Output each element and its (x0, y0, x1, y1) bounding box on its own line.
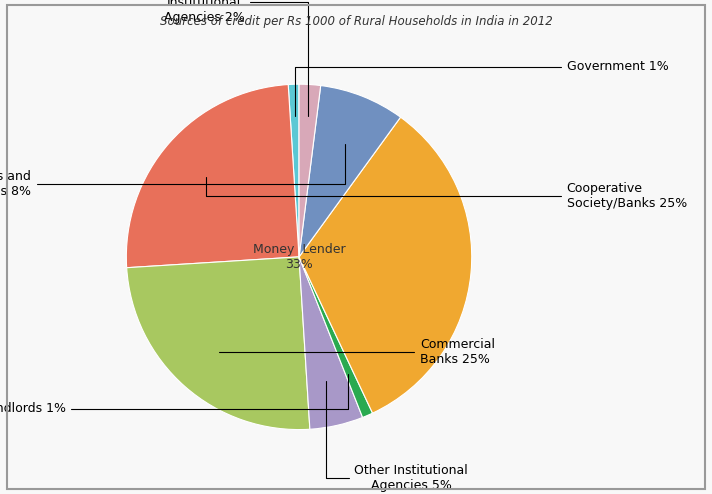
Wedge shape (299, 117, 472, 413)
Text: Other Institutional
Agencies 5%: Other Institutional Agencies 5% (326, 381, 468, 492)
Text: Cooperative
Society/Banks 25%: Cooperative Society/Banks 25% (206, 177, 687, 210)
Wedge shape (288, 84, 299, 257)
Wedge shape (299, 85, 401, 257)
Text: Sources of credit per Rs 1000 of Rural Households in India in 2012: Sources of credit per Rs 1000 of Rural H… (159, 15, 553, 28)
Text: Money  Lender
33%: Money Lender 33% (253, 243, 345, 271)
Text: Commercial
Banks 25%: Commercial Banks 25% (219, 338, 495, 366)
Wedge shape (299, 257, 372, 417)
Wedge shape (299, 84, 320, 257)
Text: Other non
Institutional
Agencies 2%: Other non Institutional Agencies 2% (164, 0, 308, 116)
Wedge shape (127, 257, 310, 430)
Wedge shape (126, 84, 299, 268)
Text: Government 1%: Government 1% (295, 60, 669, 116)
Text: Relatives and
Friends 8%: Relatives and Friends 8% (0, 144, 345, 199)
Wedge shape (299, 257, 362, 429)
Text: Landlords 1%: Landlords 1% (0, 374, 348, 415)
